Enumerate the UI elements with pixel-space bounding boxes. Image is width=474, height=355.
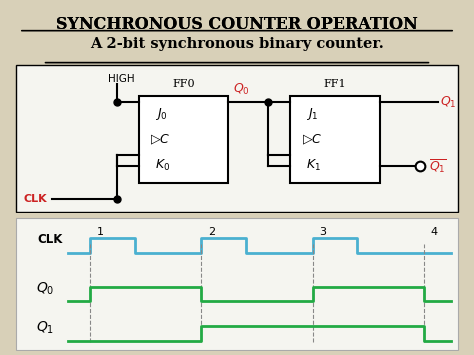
- Text: $Q_0$: $Q_0$: [36, 280, 55, 297]
- Text: 4: 4: [431, 227, 438, 237]
- Text: $K_0$: $K_0$: [155, 158, 170, 173]
- Text: $\triangleright C$: $\triangleright C$: [301, 133, 322, 147]
- FancyBboxPatch shape: [17, 218, 457, 350]
- Bar: [291, 96, 380, 183]
- Text: FF1: FF1: [324, 79, 346, 89]
- Text: $Q_0$: $Q_0$: [233, 82, 250, 97]
- FancyBboxPatch shape: [17, 65, 457, 212]
- Text: $Q_1$: $Q_1$: [36, 320, 55, 336]
- Text: CLK: CLK: [23, 194, 47, 204]
- Text: HIGH: HIGH: [108, 74, 135, 84]
- Text: $K_1$: $K_1$: [306, 158, 321, 173]
- Bar: [139, 96, 228, 183]
- Text: 3: 3: [319, 227, 327, 237]
- Text: FF0: FF0: [172, 79, 195, 89]
- Text: $\triangleright C$: $\triangleright C$: [150, 133, 171, 147]
- Text: CLK: CLK: [37, 234, 63, 246]
- Text: $\overline{Q_1}$: $\overline{Q_1}$: [428, 157, 447, 175]
- Text: $J_1$: $J_1$: [306, 105, 319, 122]
- Text: SYNCHRONOUS COUNTER OPERATION: SYNCHRONOUS COUNTER OPERATION: [56, 16, 418, 33]
- Text: $J_0$: $J_0$: [155, 105, 167, 122]
- Text: A 2-bit synchronous binary counter.: A 2-bit synchronous binary counter.: [90, 37, 384, 51]
- Text: 1: 1: [97, 227, 104, 237]
- Text: 2: 2: [208, 227, 215, 237]
- Text: SYNCHRONOUS COUNTER OPERATION: SYNCHRONOUS COUNTER OPERATION: [56, 16, 418, 33]
- Text: $Q_1$: $Q_1$: [440, 95, 456, 110]
